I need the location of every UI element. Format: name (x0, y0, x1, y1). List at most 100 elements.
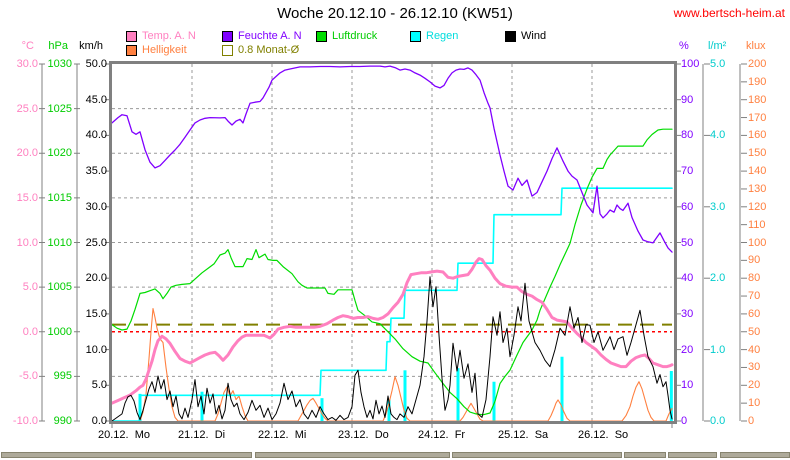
legend-label: Helligkeit (142, 44, 187, 56)
tick-label-wind: 30.0 (85, 200, 107, 213)
tick-label-humidity: 90 (681, 93, 694, 106)
tick-label-light: 40 (748, 343, 761, 356)
tick-label-wind: 40.0 (85, 129, 107, 142)
series-temp (110, 257, 674, 405)
rain-bar (200, 391, 204, 421)
rain-bar (669, 371, 673, 421)
tick-label-humidity: 70 (681, 165, 694, 178)
tick-label-light: 70 (748, 290, 761, 303)
rain-bar (387, 399, 391, 421)
tick-label-light: 60 (748, 307, 761, 320)
tick-label-light: 130 (748, 182, 767, 195)
x-day-label: 21.12. Di (178, 429, 226, 441)
page-title: Woche 20.12.10 - 26.12.10 (KW51) (277, 5, 513, 22)
footer-segment (720, 452, 790, 458)
axis-unit-wind: km/h (79, 40, 103, 52)
tick-label-wind: 20.0 (85, 272, 107, 285)
tick-label-pressure: 1005 (47, 281, 72, 294)
tick-label-wind: 25.0 (85, 236, 107, 249)
tick-label-wind: 35.0 (85, 165, 107, 178)
tick-label-light: 120 (748, 200, 767, 213)
tick-label-humidity: 30 (681, 307, 694, 320)
axis-unit-temp: °C (21, 40, 34, 52)
tick-label-temp: 30.0 (16, 58, 38, 70)
tick-label-pressure: 1030 (47, 58, 72, 70)
x-day-label: 23.12. Do (338, 429, 389, 441)
series-pressure (111, 128, 673, 416)
tick-label-humidity: 50 (681, 236, 694, 249)
tick-label-light: 20 (748, 379, 761, 392)
axis-unit-light: klux (746, 40, 766, 52)
footer-segment (624, 452, 666, 458)
axis-unit-rain: l/m² (708, 40, 727, 52)
tick-label-pressure: 1015 (47, 191, 72, 204)
tick-label-wind: 0.0 (91, 415, 107, 427)
tick-label-temp: 10.0 (16, 236, 38, 249)
tick-label-humidity: 80 (681, 129, 694, 142)
footer-segment (1, 452, 252, 458)
tick-label-temp: -5.0 (19, 370, 38, 383)
tick-label-humidity: 10 (681, 379, 694, 392)
series-humidity (111, 65, 673, 253)
tick-label-rain: 5.0 (710, 58, 726, 70)
legend-label: Feuchte A. N (238, 30, 302, 42)
legend-label: Wind (521, 30, 547, 42)
tick-label-wind: 15.0 (85, 307, 107, 320)
tick-label-light: 100 (748, 236, 767, 249)
tick-label-rain: 4.0 (710, 129, 726, 142)
tick-label-light: 110 (748, 218, 766, 231)
rain-bar (492, 381, 496, 421)
legend-label: Regen (426, 30, 459, 42)
legend-label: Temp. A. N (142, 30, 196, 42)
tick-label-light: 180 (748, 93, 767, 106)
tick-label-pressure: 1010 (47, 236, 72, 249)
legend-swatch (222, 45, 233, 56)
legend-swatch (126, 31, 137, 42)
watermark-link[interactable]: www.bertsch-heim.at (673, 6, 785, 20)
tick-label-humidity: 60 (681, 200, 694, 213)
tick-label-rain: 0.0 (710, 415, 726, 427)
tick-label-light: 200 (748, 58, 767, 70)
tick-label-temp: 5.0 (22, 281, 38, 294)
tick-label-wind: 5.0 (91, 379, 107, 392)
plot-frame (109, 61, 677, 424)
tick-label-pressure: 995 (53, 370, 72, 383)
tick-label-temp: 0.0 (22, 325, 38, 338)
tick-label-rain: 2.0 (710, 272, 726, 285)
tick-label-pressure: 1020 (47, 147, 72, 160)
tick-label-rain: 1.0 (710, 343, 726, 356)
tick-label-light: 170 (748, 111, 767, 124)
series-wind (111, 276, 673, 422)
tick-label-temp: 20.0 (16, 147, 38, 160)
legend-swatch (316, 31, 327, 42)
tick-label-light: 0 (748, 415, 755, 427)
legend-swatch (222, 31, 233, 42)
rain-bar (456, 368, 460, 421)
axis-unit-humidity: % (679, 40, 689, 52)
tick-label-temp: -10.0 (12, 415, 38, 427)
tick-label-light: 190 (748, 75, 767, 88)
axis-unit-pressure: hPa (48, 40, 68, 52)
tick-label-wind: 45.0 (85, 93, 107, 106)
footer-segment (255, 452, 450, 458)
x-day-label: 26.12. So (578, 429, 629, 441)
tick-label-humidity: 40 (681, 272, 694, 285)
legend-swatch (126, 45, 137, 56)
tick-label-pressure: 1000 (47, 325, 72, 338)
tick-label-light: 150 (748, 147, 767, 160)
tick-label-light: 90 (748, 254, 761, 267)
legend-swatch (410, 31, 421, 42)
tick-label-pressure: 990 (53, 415, 72, 427)
tick-label-light: 10 (748, 397, 761, 410)
tick-label-humidity: 0 (681, 415, 688, 427)
legend-label: Luftdruck (332, 30, 378, 42)
x-day-label: 25.12. Sa (498, 429, 549, 441)
tick-label-humidity: 20 (681, 343, 694, 356)
tick-label-light: 50 (748, 325, 761, 338)
tick-label-rain: 3.0 (710, 200, 726, 213)
tick-label-humidity: 100 (681, 58, 700, 70)
tick-label-light: 160 (748, 129, 767, 142)
footer-segment (452, 452, 622, 458)
